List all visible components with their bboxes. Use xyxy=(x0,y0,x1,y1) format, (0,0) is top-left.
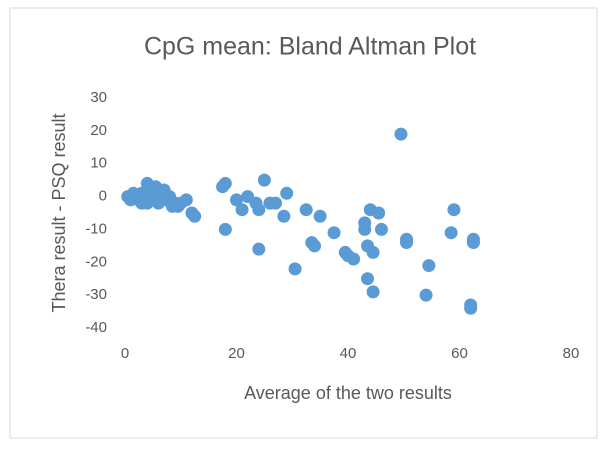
point xyxy=(366,245,380,259)
point xyxy=(366,285,380,299)
point xyxy=(235,203,249,217)
point xyxy=(464,298,478,312)
chart-title: CpG mean: Bland Altman Plot xyxy=(144,33,476,61)
y-axis-title: Thera result - PSQ result xyxy=(49,113,69,312)
point xyxy=(308,239,322,253)
point xyxy=(188,209,202,223)
point xyxy=(394,127,408,141)
y-tick-label: 0 xyxy=(99,188,107,205)
point xyxy=(280,186,294,200)
y-tick-label: 10 xyxy=(90,155,107,172)
point xyxy=(277,209,291,223)
x-tick-label: 40 xyxy=(340,345,357,362)
y-tick-label: -20 xyxy=(85,253,107,270)
point xyxy=(299,203,313,217)
point xyxy=(444,226,458,240)
point xyxy=(400,236,414,250)
x-tick-label: 20 xyxy=(228,345,245,362)
point xyxy=(230,193,243,207)
point xyxy=(466,236,480,250)
y-tick-label: -30 xyxy=(85,286,107,303)
point xyxy=(347,252,361,266)
point xyxy=(179,193,193,207)
x-axis-title: Average of the two results xyxy=(244,383,452,403)
point xyxy=(257,173,271,187)
point xyxy=(252,203,266,217)
point xyxy=(327,226,341,240)
point xyxy=(358,222,372,236)
chart-border xyxy=(9,7,598,439)
point xyxy=(252,242,266,256)
y-tick-label: -10 xyxy=(85,220,107,237)
x-tick-label: 80 xyxy=(563,345,580,362)
x-tick-label: 0 xyxy=(121,345,129,362)
point xyxy=(269,196,283,210)
point xyxy=(374,222,388,236)
x-tick-label: 60 xyxy=(451,345,468,362)
y-tick-label: -40 xyxy=(85,319,107,336)
y-tick-label: 30 xyxy=(90,89,107,106)
point xyxy=(419,288,433,302)
point xyxy=(313,209,327,223)
point xyxy=(372,206,386,220)
point xyxy=(422,259,436,273)
point xyxy=(218,176,232,190)
y-tick-label: 20 xyxy=(90,122,107,139)
point xyxy=(218,222,232,236)
point xyxy=(288,262,302,276)
point xyxy=(361,272,375,286)
point xyxy=(447,203,461,217)
